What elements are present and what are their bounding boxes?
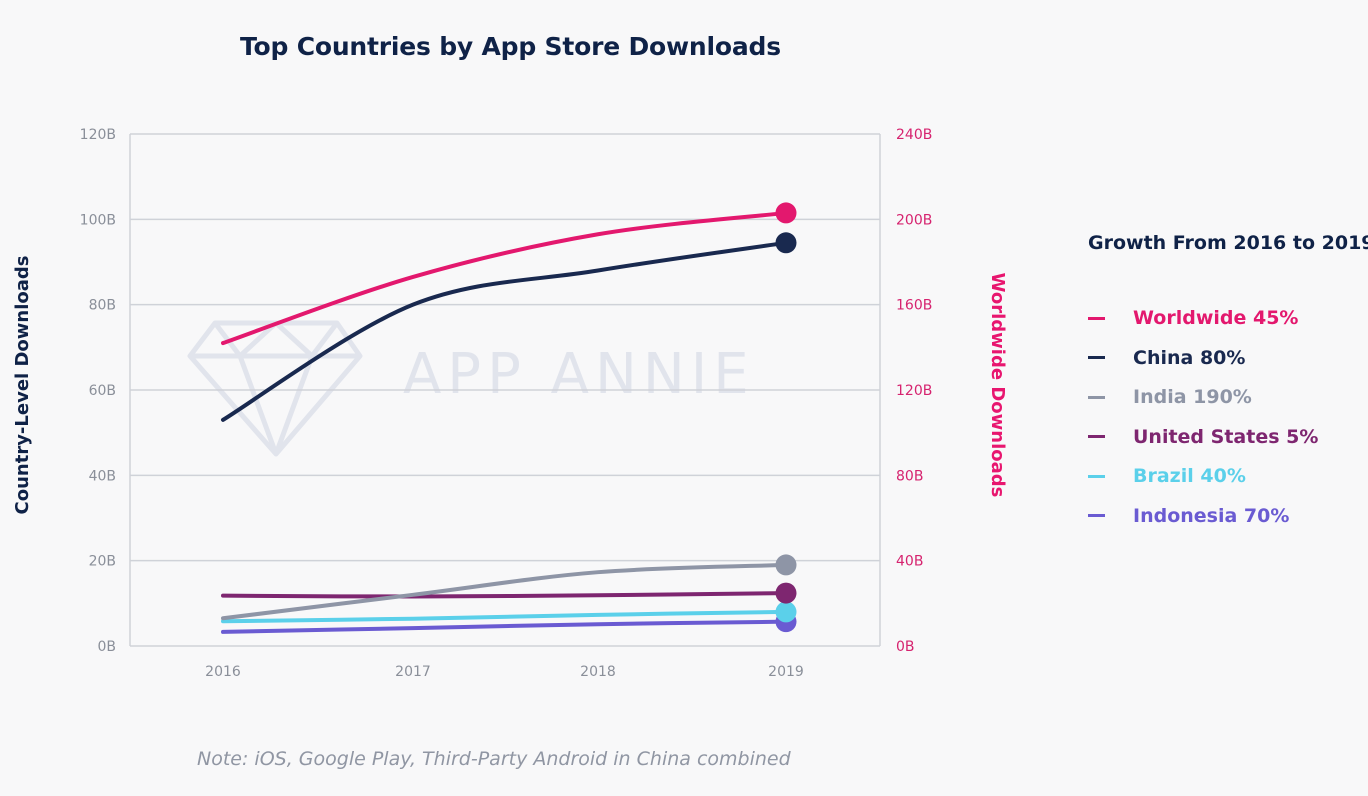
- series-lines: [221, 210, 788, 634]
- legend-item: Worldwide 45%: [1088, 306, 1363, 330]
- legend-swatch: [1088, 435, 1105, 439]
- left-tick-label: 100B: [80, 212, 116, 228]
- right-axis-ticks: 0B 40B 80B 120B 160B 200B 240B: [896, 127, 932, 655]
- right-tick-label: 120B: [896, 383, 932, 399]
- series-end-points: [775, 202, 797, 633]
- left-tick-label: 60B: [89, 383, 116, 399]
- legend-title: Growth From 2016 to 2019: [1088, 232, 1368, 254]
- series-end-point-china: [775, 232, 797, 254]
- right-tick-label: 80B: [896, 468, 923, 484]
- series-line-china: [221, 240, 788, 422]
- series-line-indonesia: [221, 619, 788, 634]
- watermark: APP ANNIE: [187, 320, 755, 457]
- axes: [129, 134, 881, 646]
- series-line-india: [221, 562, 788, 621]
- left-tick-label: 0B: [97, 639, 116, 655]
- legend-label: Brazil 40%: [1133, 465, 1246, 488]
- left-tick-label: 80B: [89, 298, 116, 314]
- legend-item: Indonesia 70%: [1088, 504, 1363, 528]
- left-tick-label: 120B: [80, 127, 116, 143]
- legend-item: China 80%: [1088, 346, 1363, 370]
- legend-item: United States 5%: [1088, 425, 1363, 449]
- chart-title: Top Countries by App Store Downloads: [240, 32, 781, 61]
- x-tick-label: 2017: [395, 664, 431, 680]
- legend-label: India 190%: [1133, 386, 1252, 409]
- right-tick-label: 0B: [896, 639, 915, 655]
- series-line-united-states: [221, 591, 788, 599]
- series-end-point-united-states: [775, 582, 797, 604]
- x-tick-label: 2018: [580, 664, 616, 680]
- series-end-point-worldwide: [775, 202, 797, 224]
- series-line-brazil: [221, 609, 788, 624]
- footnote: Note: iOS, Google Play, Third-Party Andr…: [197, 748, 791, 770]
- legend-swatch: [1088, 316, 1105, 320]
- right-tick-label: 160B: [896, 298, 932, 314]
- legend-items: Worldwide 45% China 80% India 190% United S…: [1088, 306, 1363, 528]
- x-axis-ticks: 2016 2017 2018 2019: [205, 664, 804, 680]
- legend-label: Indonesia 70%: [1133, 504, 1290, 527]
- left-axis-label: Country-Level Downloads: [12, 256, 33, 515]
- legend-swatch: [1088, 514, 1105, 518]
- x-tick-label: 2016: [205, 664, 241, 680]
- right-tick-label: 240B: [896, 127, 932, 143]
- series-line-worldwide: [221, 210, 788, 346]
- legend: Growth From 2016 to 2019 Worldwide 45% Ch…: [1088, 232, 1368, 544]
- legend-label: Worldwide 45%: [1133, 307, 1299, 329]
- gridlines: [130, 133, 880, 647]
- legend-item: Brazil 40%: [1088, 464, 1363, 488]
- diamond-icon: [187, 320, 363, 457]
- legend-label: China 80%: [1133, 346, 1246, 369]
- legend-label: United States 5%: [1133, 425, 1319, 448]
- right-tick-label: 40B: [896, 554, 923, 570]
- legend-item: India 190%: [1088, 385, 1363, 409]
- series-end-point-india: [775, 554, 797, 576]
- legend-swatch: [1088, 474, 1105, 478]
- x-tick-label: 2019: [768, 664, 804, 680]
- legend-swatch: [1088, 395, 1105, 399]
- right-axis-label: Worldwide Downloads: [987, 273, 1008, 498]
- left-tick-label: 40B: [89, 468, 116, 484]
- series-end-point-brazil: [775, 601, 797, 623]
- left-axis-ticks: 0B 20B 40B 60B 80B 100B 120B: [80, 127, 116, 655]
- legend-swatch: [1088, 356, 1105, 360]
- left-tick-label: 20B: [89, 554, 116, 570]
- watermark-text: APP ANNIE: [403, 342, 755, 407]
- right-tick-label: 200B: [896, 212, 932, 228]
